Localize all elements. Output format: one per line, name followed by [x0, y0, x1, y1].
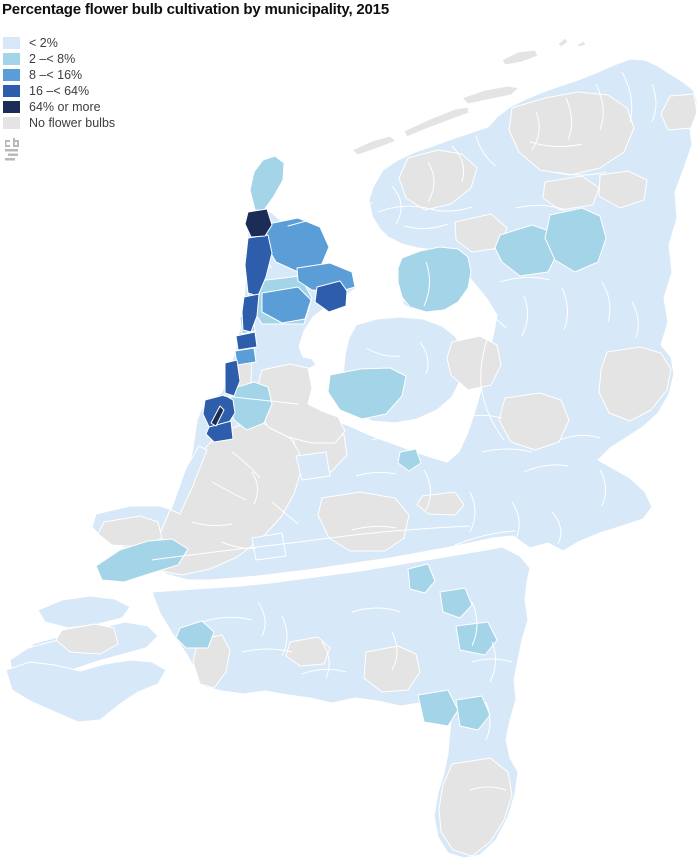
legend-label: No flower bulbs — [29, 116, 116, 130]
cbs-logo-b — [13, 138, 19, 147]
ijssel-river — [480, 313, 505, 441]
legend-label: < 2% — [29, 36, 58, 50]
noordoostpolder — [397, 246, 472, 313]
municipality-region — [285, 636, 331, 667]
legend-item: 8 –< 16% — [3, 67, 115, 83]
municipality-region — [327, 367, 407, 420]
cbs-logo-s-bar — [5, 158, 15, 161]
legend-item: 16 –< 64% — [3, 83, 115, 99]
municipality-region — [494, 224, 559, 277]
legend-swatch — [3, 85, 20, 97]
municipality-region — [438, 757, 513, 857]
afsluitdijk-dike — [287, 202, 373, 227]
legend-label: 8 –< 16% — [29, 68, 83, 82]
municipality-region — [261, 286, 312, 324]
wadden-island — [501, 49, 539, 66]
cbs-logo-c — [5, 140, 10, 147]
municipality-region — [314, 280, 348, 313]
municipality-region — [55, 623, 119, 655]
wadden-island — [576, 40, 587, 48]
municipality-region — [416, 491, 465, 516]
municipality-region — [170, 445, 208, 515]
legend-item: No flower bulbs — [3, 115, 115, 131]
legend-label: 16 –< 64% — [29, 84, 90, 98]
legend-swatch — [3, 117, 20, 129]
municipality-region — [598, 346, 672, 422]
cbs-logo-s-bar — [8, 153, 18, 156]
municipality-region — [251, 532, 287, 561]
municipality-region — [455, 695, 491, 731]
municipality-region — [446, 335, 502, 391]
municipality-region — [660, 93, 698, 131]
wadden-island — [461, 85, 520, 105]
municipality-region — [244, 234, 273, 297]
island-goeree — [95, 538, 189, 583]
regions-under-2pct — [5, 58, 698, 859]
wadden-island — [557, 37, 569, 48]
regions-no-flower-bulbs — [55, 37, 698, 857]
legend-swatch — [3, 53, 20, 65]
legend-swatch — [3, 101, 20, 113]
maas-river — [151, 525, 471, 561]
municipality-region — [544, 207, 607, 273]
noordzeekanaal — [223, 395, 299, 405]
wadden-island — [403, 106, 470, 138]
water-features — [151, 202, 516, 561]
municipality-region — [235, 331, 258, 351]
legend-label: 2 –< 8% — [29, 52, 76, 66]
wadden-island — [351, 135, 397, 156]
municipality-region — [205, 420, 234, 443]
legend: < 2% 2 –< 8% 8 –< 16% 16 –< 64% 64% or m… — [3, 35, 115, 131]
island-texel — [249, 155, 285, 211]
municipality-region — [244, 208, 273, 238]
municipality-region — [397, 448, 422, 472]
regions-2-8pct — [95, 155, 607, 731]
regions-16-64pct — [202, 234, 348, 443]
municipality-region — [210, 405, 225, 427]
cbs-logo-s-bar — [5, 149, 18, 152]
south-landmass — [151, 546, 531, 859]
municipality-region — [455, 621, 498, 656]
municipality-region — [439, 587, 473, 619]
waal-river — [454, 530, 516, 546]
municipality-region — [407, 563, 436, 594]
island-tholen — [175, 620, 215, 649]
legend-label: 64% or more — [29, 100, 101, 114]
legend-item: 2 –< 8% — [3, 51, 115, 67]
municipality-region — [598, 170, 648, 209]
legend-swatch — [3, 69, 20, 81]
legend-item: < 2% — [3, 35, 115, 51]
legend-swatch — [3, 37, 20, 49]
municipality-region — [498, 392, 570, 451]
municipality-region — [417, 689, 459, 727]
municipality-region — [241, 293, 260, 333]
municipality-region — [295, 451, 331, 481]
municipality-region — [398, 149, 478, 211]
municipality-region — [542, 175, 600, 211]
legend-item: 64% or more — [3, 99, 115, 115]
cbs-logo — [5, 138, 19, 161]
zeeuws-vlaanderen — [5, 659, 167, 723]
municipality-region — [224, 359, 241, 397]
chart-title: Percentage flower bulb cultivation by mu… — [2, 1, 389, 18]
municipality-region — [234, 347, 257, 366]
island-schouwen — [37, 595, 131, 629]
regions-64pct-plus — [210, 208, 273, 427]
